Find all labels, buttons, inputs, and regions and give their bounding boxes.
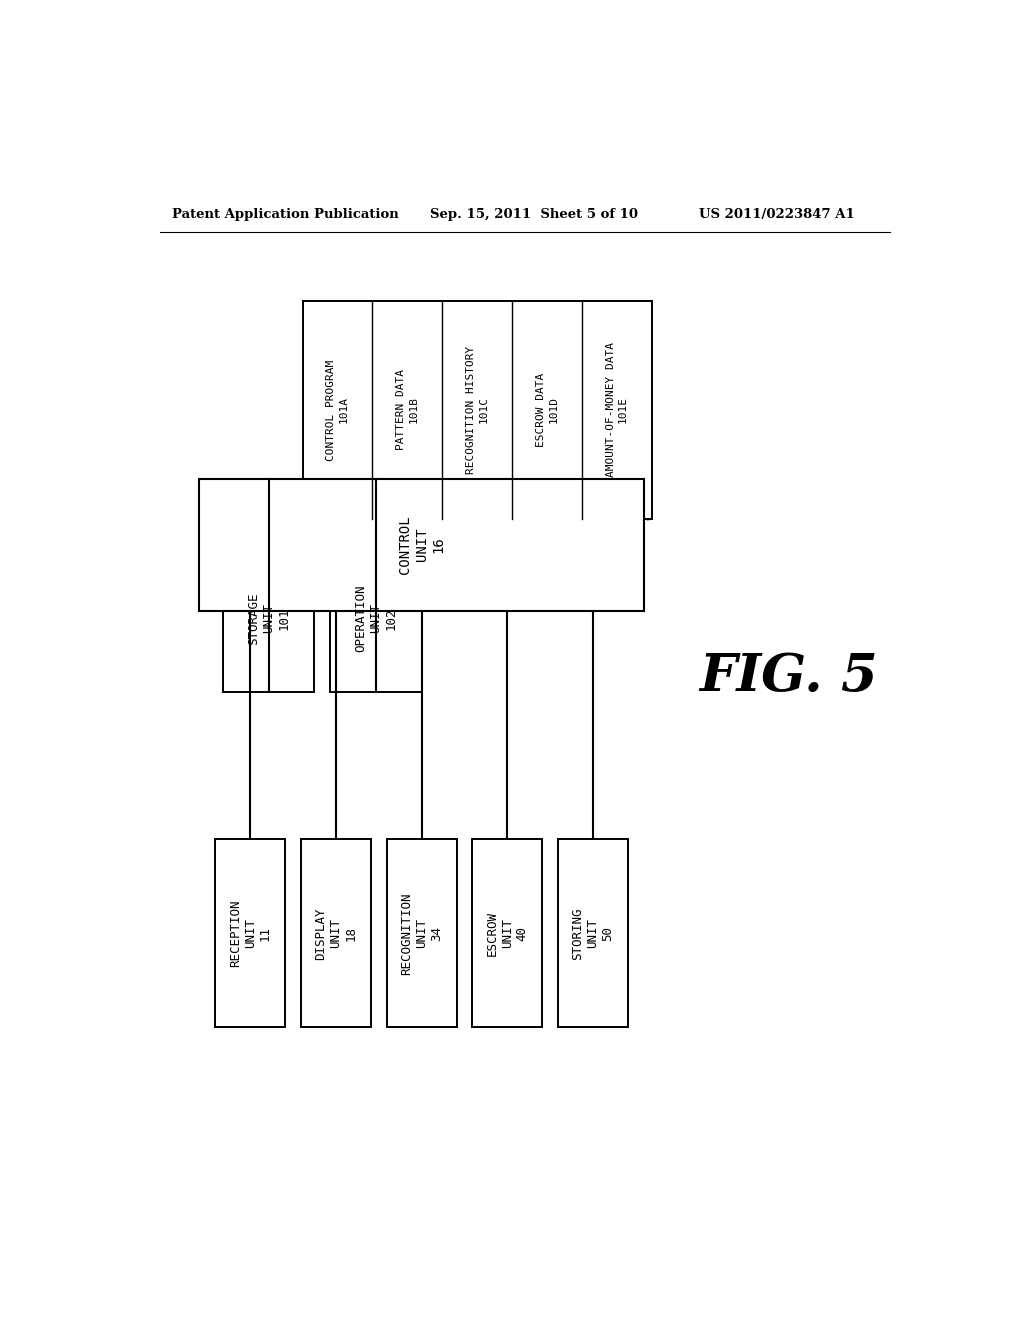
- Bar: [215, 840, 285, 1027]
- Text: DISPLAY
UNIT
18: DISPLAY UNIT 18: [314, 907, 357, 960]
- Bar: [331, 545, 422, 692]
- Text: RECOGNITION
UNIT
34: RECOGNITION UNIT 34: [400, 892, 443, 974]
- Bar: [301, 840, 371, 1027]
- Text: RECOGNITION HISTORY
101C: RECOGNITION HISTORY 101C: [466, 346, 488, 474]
- Text: ESCROW
UNIT
40: ESCROW UNIT 40: [485, 911, 528, 956]
- Text: PATTERN DATA
101B: PATTERN DATA 101B: [396, 370, 419, 450]
- Bar: [223, 545, 314, 692]
- Text: Sep. 15, 2011  Sheet 5 of 10: Sep. 15, 2011 Sheet 5 of 10: [430, 207, 638, 220]
- Text: US 2011/0223847 A1: US 2011/0223847 A1: [699, 207, 855, 220]
- Bar: [303, 301, 652, 519]
- Text: ESCROW DATA
101D: ESCROW DATA 101D: [536, 372, 558, 447]
- Text: CONTROL
UNIT
16: CONTROL UNIT 16: [398, 515, 444, 574]
- Text: Patent Application Publication: Patent Application Publication: [172, 207, 398, 220]
- Text: FIG. 5: FIG. 5: [699, 651, 879, 702]
- Text: STORING
UNIT
50: STORING UNIT 50: [571, 907, 614, 960]
- Bar: [472, 840, 543, 1027]
- Text: OPERATION
UNIT
102: OPERATION UNIT 102: [354, 585, 397, 652]
- Text: AMOUNT-OF-MONEY DATA
101E: AMOUNT-OF-MONEY DATA 101E: [605, 342, 628, 478]
- Text: CONTROL PROGRAM
101A: CONTROL PROGRAM 101A: [327, 359, 349, 461]
- Text: STORAGE
UNIT
101: STORAGE UNIT 101: [248, 593, 291, 644]
- Bar: [200, 479, 644, 611]
- Bar: [558, 840, 628, 1027]
- Text: RECEPTION
UNIT
11: RECEPTION UNIT 11: [228, 900, 271, 968]
- Bar: [387, 840, 457, 1027]
